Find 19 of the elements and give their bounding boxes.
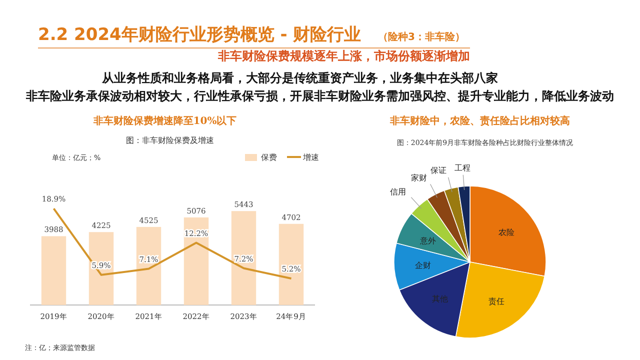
text: 从业务性质和业务格局看，大部分是传统重资产业务，业务集中在头部八家 xyxy=(101,71,498,85)
chart-subtitle: 图：非车财险保费及增速 xyxy=(126,136,214,145)
slice-label: 企财 xyxy=(414,260,431,270)
slice-label: 家财 xyxy=(410,173,427,182)
title: 2.2 2024年财险行业形势概览 - 财险行业 xyxy=(38,25,362,45)
legend-label: 增速 xyxy=(302,153,319,162)
slice-label: 责任 xyxy=(488,296,504,306)
slice-label: 农险 xyxy=(498,228,514,237)
chart-title: 非车财险保费增速降至10%以下 xyxy=(92,115,237,127)
text: 非车险业务承保波动相对较大，行业性承保亏损，开展非车财险业务需加强风控、提升专业能力，降低业务波动 xyxy=(25,89,614,103)
slice-label: 保证 xyxy=(430,166,446,175)
slice-label: 信用 xyxy=(390,188,406,197)
slice-label: 其他 xyxy=(432,294,448,304)
subtitle: （险种3：非车险） xyxy=(378,32,465,43)
slice-label: 工程 xyxy=(454,163,471,172)
chart-title: 非车财险中，农险、责任险占比相对较高 xyxy=(389,115,570,127)
text: 非车财险保费规模逐年上涨，市场份额逐渐增加 xyxy=(217,49,470,63)
legend-label: 保费 xyxy=(261,153,277,162)
slice-label: 意外 xyxy=(419,236,436,246)
